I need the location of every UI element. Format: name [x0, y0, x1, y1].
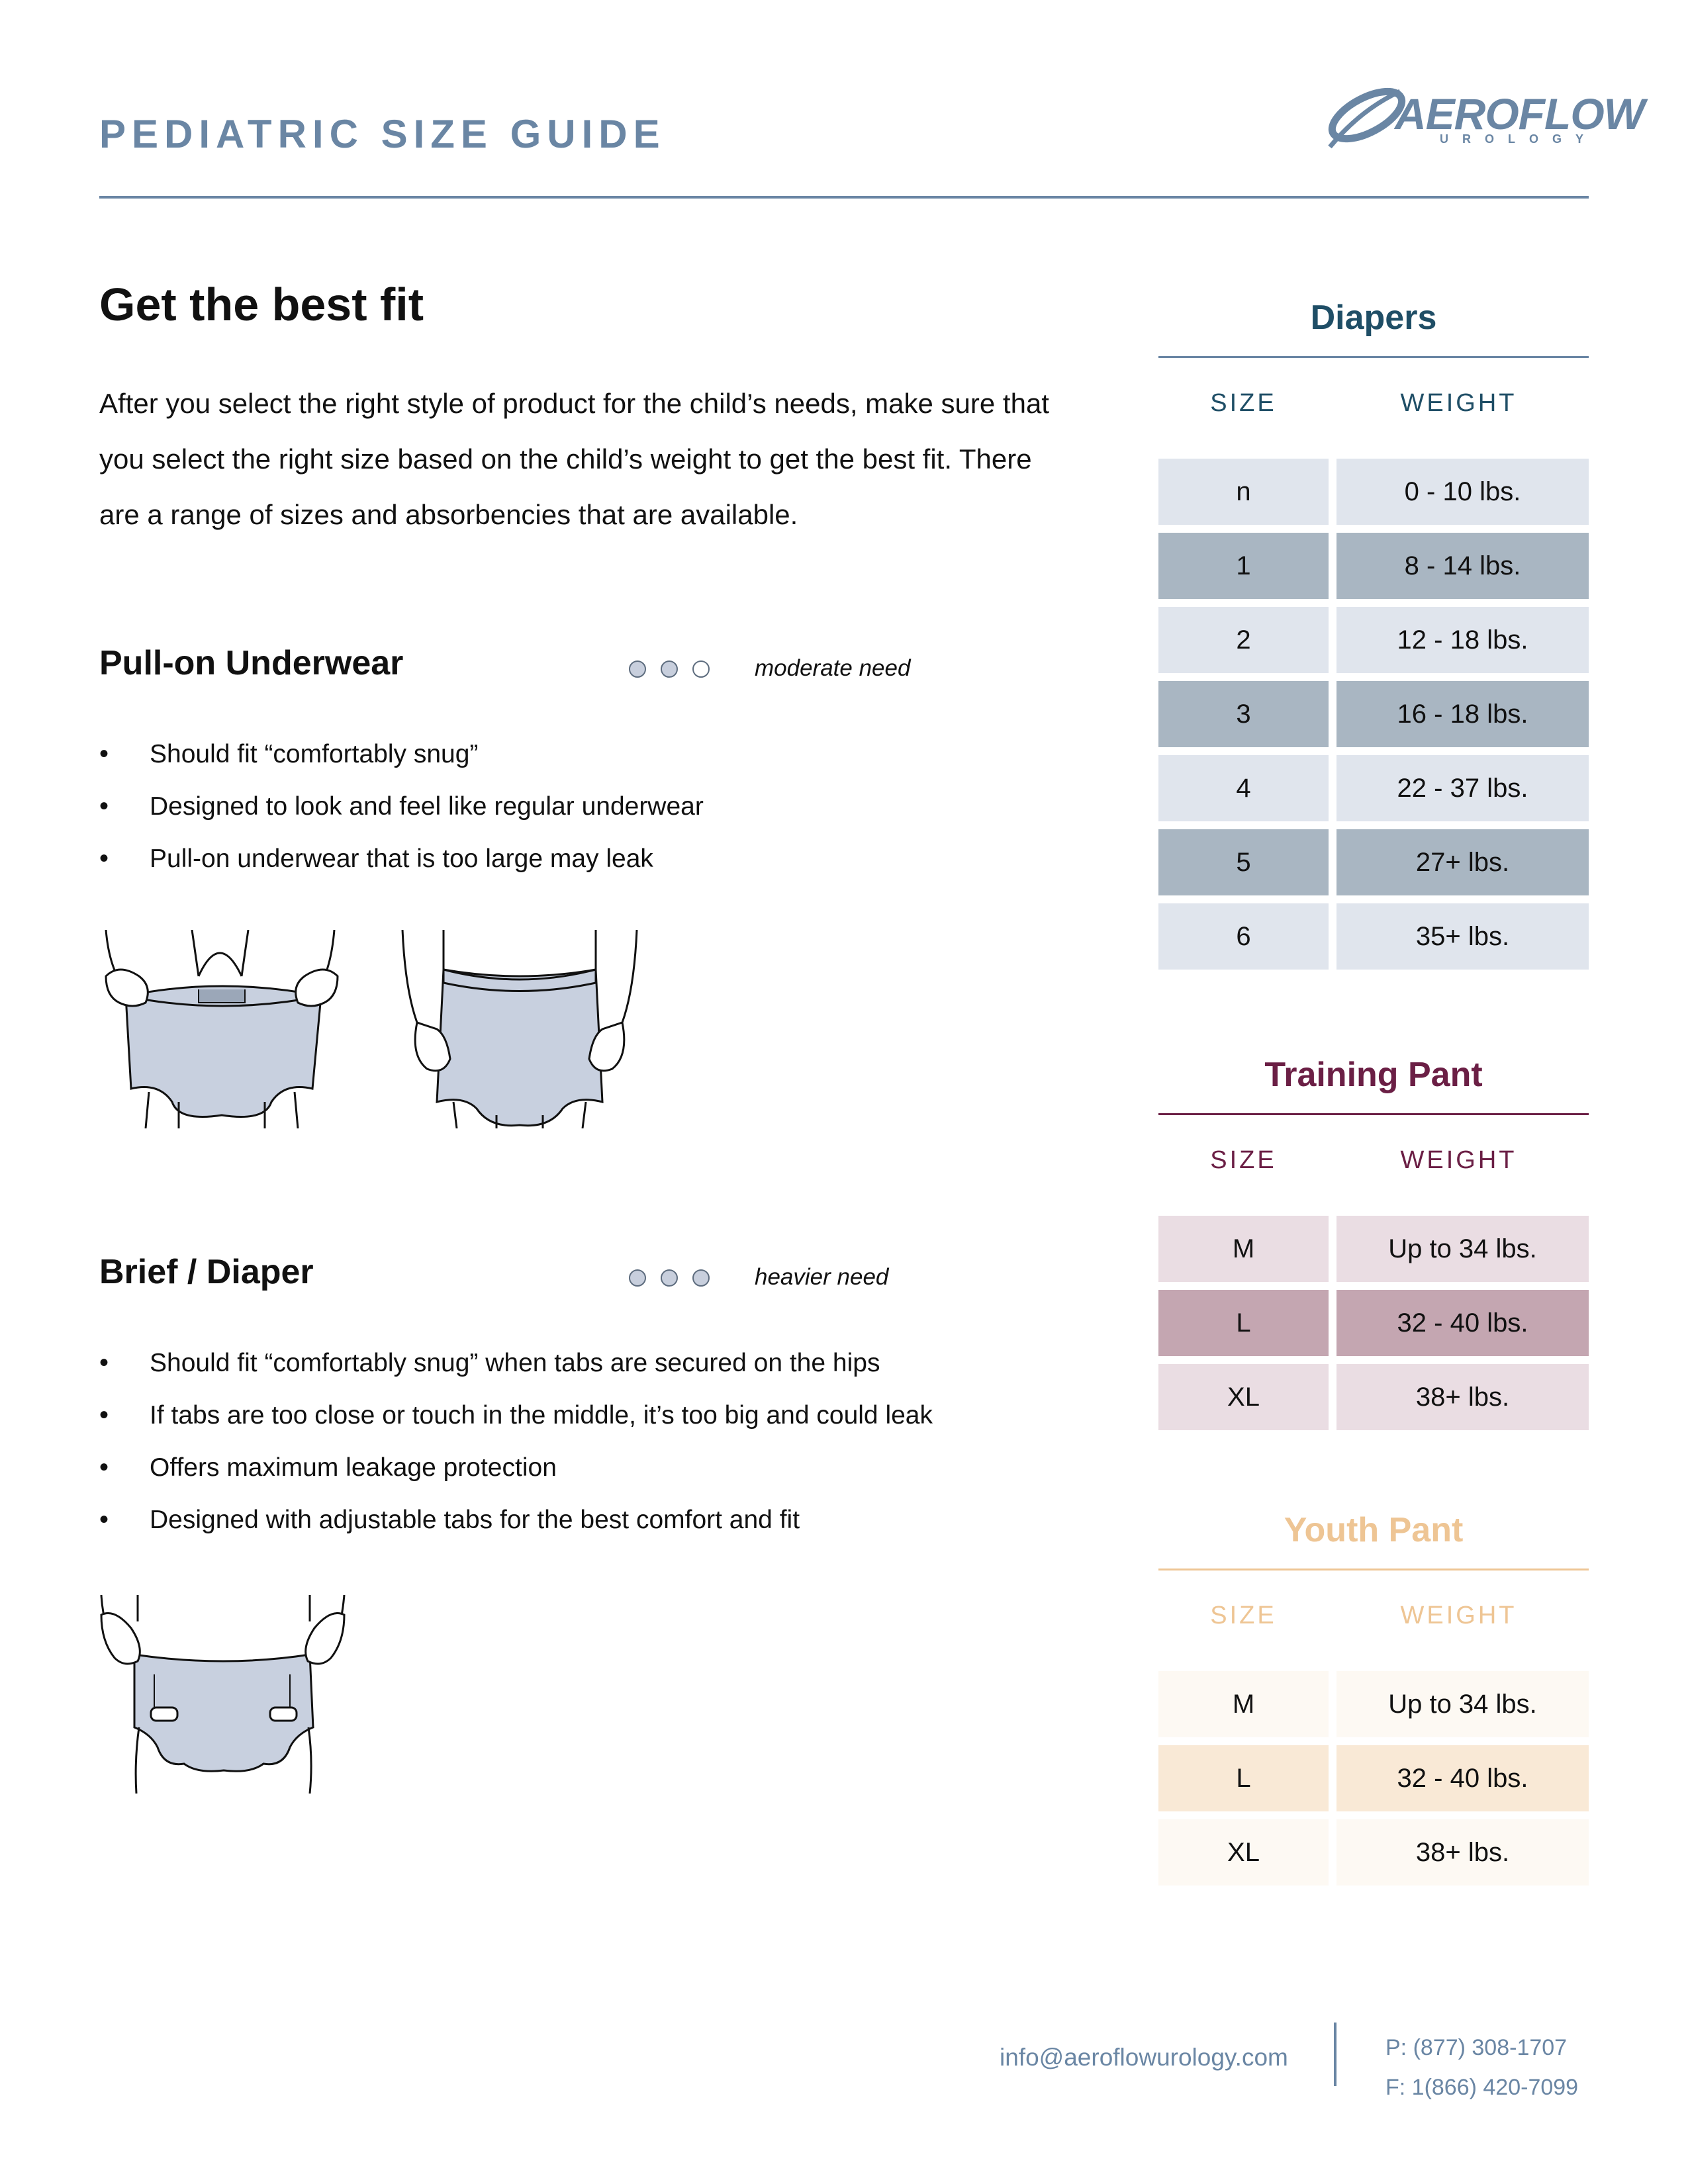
table-divider — [1158, 1113, 1589, 1115]
list-item: Designed with adjustable tabs for the be… — [99, 1494, 933, 1546]
column-header-weight: WEIGHT — [1400, 388, 1517, 417]
contact-numbers: P: (877) 308-1707 F: 1(866) 420-7099 — [1385, 2028, 1578, 2107]
weight-cell: 38+ lbs. — [1336, 1819, 1589, 1886]
absorbency-dot — [692, 660, 710, 678]
weight-cell: 32 - 40 lbs. — [1336, 1745, 1589, 1811]
table-row: 6 35+ lbs. — [1158, 903, 1589, 970]
table-body: M Up to 34 lbs. L 32 - 40 lbs. XL 38+ lb… — [1158, 1216, 1589, 1430]
phone-number: P: (877) 308-1707 — [1385, 2035, 1568, 2060]
list-item: Pull-on underwear that is too large may … — [99, 833, 704, 885]
absorbency-dot — [629, 1269, 646, 1287]
pullon-title: Pull-on Underwear — [99, 644, 404, 682]
table-divider — [1158, 356, 1589, 358]
size-cell: n — [1158, 459, 1329, 525]
table-header-row: SIZE WEIGHT — [1158, 1589, 1589, 1642]
column-header-size: SIZE — [1210, 1601, 1277, 1629]
column-header-size: SIZE — [1210, 388, 1277, 417]
youth-pant-size-table: Youth Pant SIZE WEIGHT M Up to 34 lbs. L… — [1158, 1506, 1589, 1886]
table-row: 2 12 - 18 lbs. — [1158, 607, 1589, 673]
size-cell: XL — [1158, 1819, 1329, 1886]
weight-cell: 38+ lbs. — [1336, 1364, 1589, 1430]
absorbency-dot — [661, 660, 678, 678]
table-title: Youth Pant — [1284, 1511, 1464, 1549]
page-title: PEDIATRIC SIZE GUIDE — [99, 112, 666, 156]
absorbency-dot — [629, 660, 646, 678]
table-title: Training Pant — [1264, 1056, 1483, 1094]
size-cell: 4 — [1158, 755, 1329, 821]
weight-cell: 35+ lbs. — [1336, 903, 1589, 970]
brief-title: Brief / Diaper — [99, 1253, 314, 1291]
training-pant-size-table: Training Pant SIZE WEIGHT M Up to 34 lbs… — [1158, 1051, 1589, 1430]
weight-cell: Up to 34 lbs. — [1336, 1671, 1589, 1737]
table-title: Diapers — [1310, 298, 1437, 337]
pullon-underwear-illustration-1 — [105, 930, 339, 1128]
size-cell: XL — [1158, 1364, 1329, 1430]
list-item: If tabs are too close or touch in the mi… — [99, 1389, 933, 1441]
table-row: 1 8 - 14 lbs. — [1158, 533, 1589, 599]
table-row: XL 38+ lbs. — [1158, 1819, 1589, 1886]
logo-subtext: UROLOGY — [1440, 132, 1598, 146]
logo-wordmark: AEROFLOW — [1395, 89, 1645, 138]
list-item: Offers maximum leakage protection — [99, 1441, 933, 1494]
intro-paragraph: After you select the right style of prod… — [99, 388, 1049, 530]
table-header-row: SIZE WEIGHT — [1158, 1134, 1589, 1187]
size-cell: L — [1158, 1290, 1329, 1356]
brief-absorbency-indicator — [629, 1269, 710, 1287]
pullon-absorbency-indicator — [629, 660, 710, 678]
table-divider — [1158, 1569, 1589, 1570]
table-row: L 32 - 40 lbs. — [1158, 1290, 1589, 1356]
fax-number: F: 1(866) 420-7099 — [1385, 2075, 1579, 2100]
header-divider — [99, 196, 1589, 199]
size-cell: M — [1158, 1671, 1329, 1737]
absorbency-dot — [661, 1269, 678, 1287]
table-header-row: SIZE WEIGHT — [1158, 377, 1589, 430]
table-row: n 0 - 10 lbs. — [1158, 459, 1589, 525]
size-cell: L — [1158, 1745, 1329, 1811]
list-item: Designed to look and feel like regular u… — [99, 780, 704, 833]
brief-bullet-list: Should fit “comfortably snug” when tabs … — [99, 1337, 933, 1546]
table-row: 3 16 - 18 lbs. — [1158, 681, 1589, 747]
contact-email-link[interactable]: info@aeroflowurology.com — [1000, 2044, 1288, 2071]
size-cell: 1 — [1158, 533, 1329, 599]
table-body: M Up to 34 lbs. L 32 - 40 lbs. XL 38+ lb… — [1158, 1671, 1589, 1886]
pullon-bullet-list: Should fit “comfortably snug” Designed t… — [99, 728, 704, 885]
swoosh-icon — [1328, 87, 1406, 149]
table-row: 5 27+ lbs. — [1158, 829, 1589, 895]
table-row: 4 22 - 37 lbs. — [1158, 755, 1589, 821]
intro-heading: Get the best fit — [99, 279, 424, 330]
list-item: Should fit “comfortably snug” — [99, 728, 704, 780]
table-row: M Up to 34 lbs. — [1158, 1671, 1589, 1737]
footer-divider — [1334, 2023, 1336, 2086]
column-header-weight: WEIGHT — [1400, 1601, 1517, 1629]
weight-cell: 16 - 18 lbs. — [1336, 681, 1589, 747]
aeroflow-logo: AEROFLOW UROLOGY — [1321, 83, 1645, 156]
list-item: Should fit “comfortably snug” when tabs … — [99, 1337, 933, 1389]
weight-cell: 22 - 37 lbs. — [1336, 755, 1589, 821]
size-cell: 3 — [1158, 681, 1329, 747]
brief-diaper-illustration — [100, 1595, 346, 1794]
weight-cell: 12 - 18 lbs. — [1336, 607, 1589, 673]
size-cell: 6 — [1158, 903, 1329, 970]
size-cell: 2 — [1158, 607, 1329, 673]
weight-cell: 27+ lbs. — [1336, 829, 1589, 895]
weight-cell: 0 - 10 lbs. — [1336, 459, 1589, 525]
table-row: L 32 - 40 lbs. — [1158, 1745, 1589, 1811]
pullon-underwear-illustration-2 — [401, 930, 638, 1128]
table-row: XL 38+ lbs. — [1158, 1364, 1589, 1430]
size-cell: 5 — [1158, 829, 1329, 895]
column-header-size: SIZE — [1210, 1146, 1277, 1174]
weight-cell: Up to 34 lbs. — [1336, 1216, 1589, 1282]
pullon-need-label: moderate need — [755, 655, 911, 681]
column-header-weight: WEIGHT — [1400, 1146, 1517, 1174]
table-body: n 0 - 10 lbs. 1 8 - 14 lbs. 2 12 - 18 lb… — [1158, 459, 1589, 970]
diapers-size-table: Diapers SIZE WEIGHT n 0 - 10 lbs. 1 8 - … — [1158, 294, 1589, 970]
absorbency-dot — [692, 1269, 710, 1287]
weight-cell: 32 - 40 lbs. — [1336, 1290, 1589, 1356]
brief-need-label: heavier need — [755, 1264, 889, 1290]
table-row: M Up to 34 lbs. — [1158, 1216, 1589, 1282]
size-cell: M — [1158, 1216, 1329, 1282]
weight-cell: 8 - 14 lbs. — [1336, 533, 1589, 599]
